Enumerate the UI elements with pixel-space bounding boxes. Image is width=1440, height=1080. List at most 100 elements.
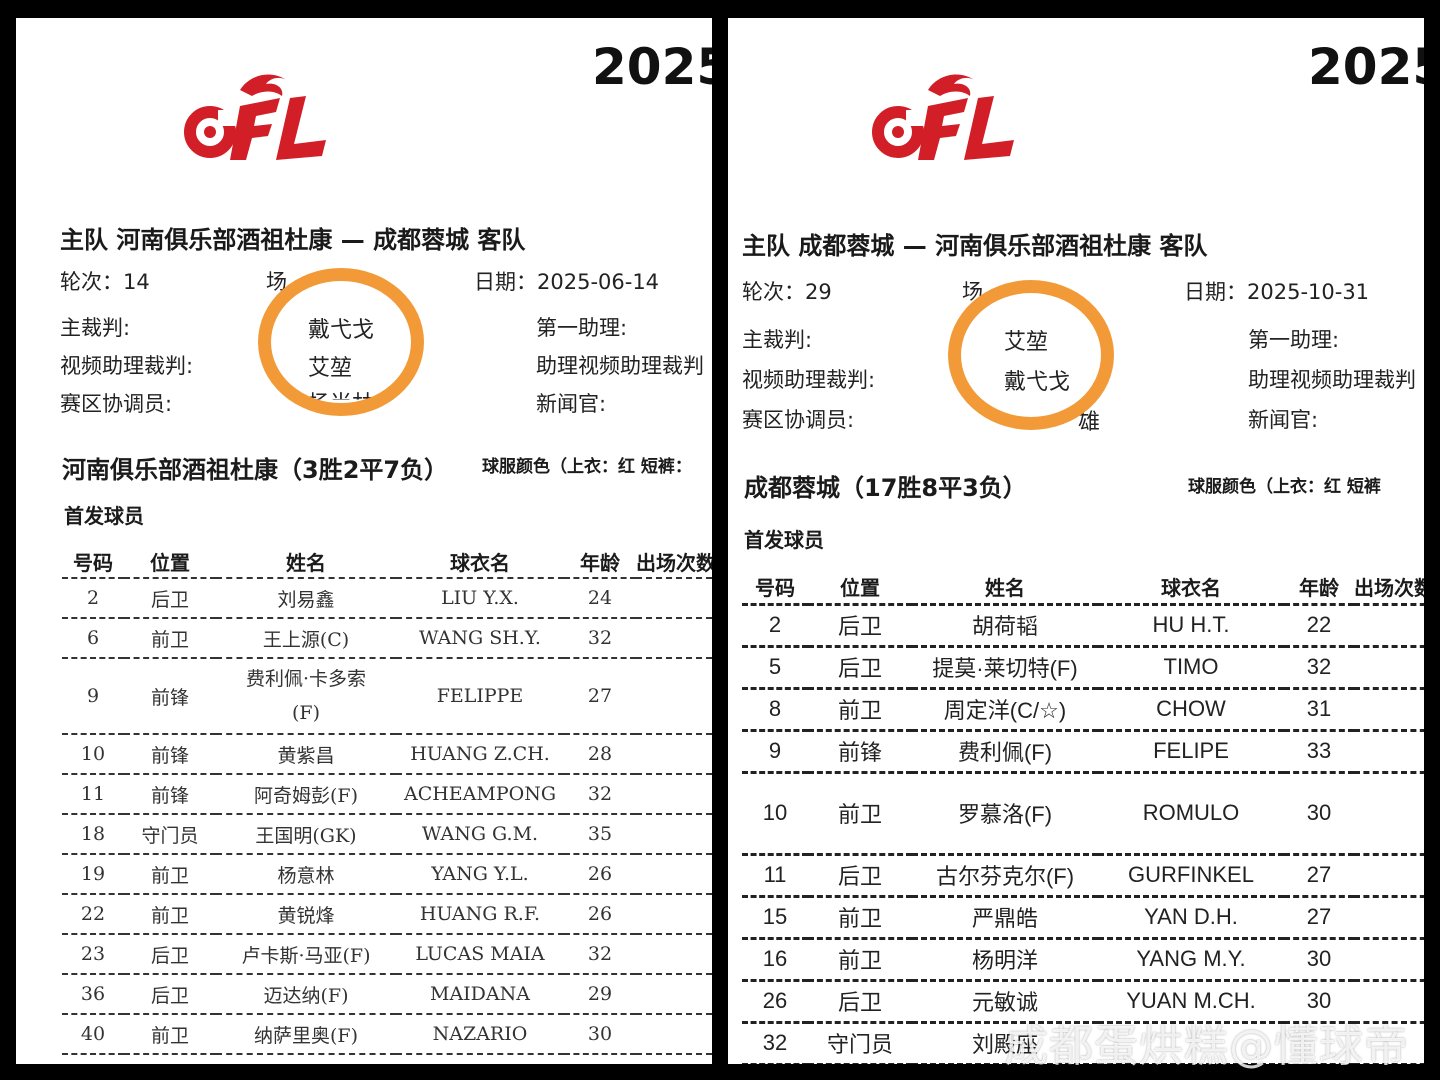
cell-appearances: 22/ (1354, 980, 1424, 1024)
cell-shirt-name: MAIDANA (396, 974, 564, 1015)
table-header-row: 号码 位置 姓名 球衣名 年龄 出场次数 (62, 546, 712, 579)
cell-name: 严鼎皓 (912, 896, 1098, 940)
var-label: 视频助理裁判: (742, 368, 876, 392)
col-number: 号码 (62, 546, 124, 579)
team-record: 成都蓉城（17胜8平3负） (744, 474, 1027, 502)
coordinator-name: 雄 (1078, 410, 1101, 435)
cell-number: 40 (62, 1014, 124, 1055)
cell-shirt-name: CHOW (1098, 688, 1284, 732)
cell-number: 16 (742, 938, 808, 982)
cell-number: 11 (62, 774, 124, 815)
cell-position: 后卫 (808, 854, 912, 898)
cell-position: 守门员 (124, 814, 216, 855)
venue-field: 场 (266, 270, 287, 294)
starters-heading: 首发球员 (64, 504, 144, 528)
cell-age: 30 (1284, 772, 1354, 856)
round-field: 轮次：14 (60, 270, 150, 294)
cell-shirt-name: FELIPE (1098, 730, 1284, 774)
cell-name: 迈达纳(F) (216, 974, 396, 1015)
cell-age: 32 (564, 934, 636, 975)
col-age: 年龄 (564, 546, 636, 579)
cell-age: 30 (1284, 980, 1354, 1024)
cell-age: 33 (1284, 730, 1354, 774)
cell-age: 35 (564, 814, 636, 855)
cell-number: 5 (742, 646, 808, 690)
cell-position: 守门员 (808, 1022, 912, 1064)
cell-appearances: 9/6 (636, 658, 712, 735)
cell-position: 前卫 (808, 772, 912, 856)
cell-shirt-name: TIMO (1098, 646, 1284, 690)
kit-colors: 球服颜色（上衣：红 短裤 (1188, 477, 1381, 497)
cell-position: 后卫 (808, 980, 912, 1024)
cell-age: 26 (564, 894, 636, 935)
cell-appearances: 8/4 (636, 734, 712, 775)
cell-shirt-name: YANG Y.L. (396, 854, 564, 895)
cell-appearances: 12/1 (636, 974, 712, 1015)
cell-shirt-name: YANG M.Y. (1098, 938, 1284, 982)
cell-name: 黄紫昌 (216, 734, 396, 775)
match-sheet-right: 2025 CFL 主队 成都蓉城 — 河南俱乐部酒祖杜康 客队 轮次：29 场 … (728, 18, 1424, 1064)
col-position: 位置 (808, 570, 912, 606)
cell-position: 前锋 (124, 774, 216, 815)
col-appearances: 出场次数 (636, 546, 712, 579)
cell-name: 杨意林 (216, 854, 396, 895)
cell-shirt-name (1098, 1022, 1284, 1064)
cell-age: 27 (1284, 896, 1354, 940)
cell-name: 纳萨里奥(F) (216, 1014, 396, 1055)
highlight-circle (948, 280, 1114, 430)
cell-appearances: 12/1 (636, 774, 712, 815)
cell-position: 前卫 (124, 854, 216, 895)
cell-position: 前卫 (808, 938, 912, 982)
cell-number: 8 (742, 688, 808, 732)
assistant1-label: 第一助理: (536, 316, 628, 340)
cell-appearances: 26/ (1354, 854, 1424, 898)
cell-shirt-name: WANG G.M. (396, 814, 564, 855)
date-field: 日期：2025-10-31 (1184, 280, 1370, 304)
cell-number: 9 (62, 658, 124, 735)
cell-shirt-name: LUCAS MAIA (396, 934, 564, 975)
cell-age: 32 (564, 618, 636, 659)
cell-appearances: 27/ (1354, 772, 1424, 856)
cell-shirt-name: HUANG R.F. (396, 894, 564, 935)
cell-position: 前卫 (124, 618, 216, 659)
cell-name: 卢卡斯·马亚(F) (216, 934, 396, 975)
cell-name: 刘殿座 (912, 1022, 1098, 1064)
match-title: 主队 成都蓉城 — 河南俱乐部酒祖杜康 客队 (742, 232, 1208, 260)
cell-number: 11 (742, 854, 808, 898)
avar-label: 助理视频助理裁判 (1248, 368, 1416, 392)
cell-appearances: 12/1 (636, 894, 712, 935)
logo-text: CFL (876, 77, 878, 79)
cell-position: 前卫 (808, 688, 912, 732)
cell-number: 10 (742, 772, 808, 856)
starters-heading: 首发球员 (744, 528, 824, 552)
cell-position: 后卫 (124, 934, 216, 975)
cell-age: 27 (1284, 854, 1354, 898)
col-name: 姓名 (912, 570, 1098, 606)
cell-appearances: 28/ (1354, 730, 1424, 774)
col-appearances: 出场次数 (1354, 570, 1424, 606)
coordinator-label: 赛区协调员: (60, 392, 173, 416)
round-field: 轮次：29 (742, 280, 832, 304)
col-position: 位置 (124, 546, 216, 579)
cell-number: 2 (62, 578, 124, 619)
cell-appearances: 12/1 (636, 934, 712, 975)
cell-appearances: 6/3 (636, 578, 712, 619)
cfl-logo: CFL (872, 74, 1014, 160)
cell-position: 前卫 (124, 1014, 216, 1055)
cell-appearances: 12/1 (636, 1014, 712, 1055)
var-label: 视频助理裁判: (60, 354, 194, 378)
cell-position: 前锋 (124, 658, 216, 735)
cell-shirt-name: YUAN M.CH. (1098, 980, 1284, 1024)
